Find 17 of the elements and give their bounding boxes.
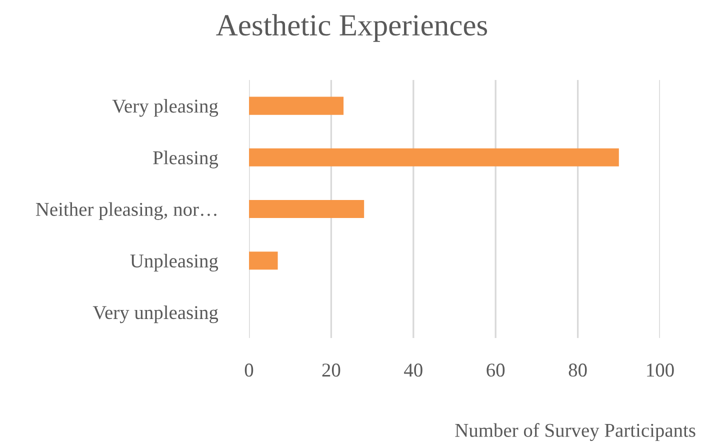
y-tick-label: Very unpleasing — [92, 305, 218, 324]
x-axis-title: Number of Survey Participants — [455, 423, 696, 441]
y-tick-label: Pleasing — [153, 150, 218, 168]
bar — [249, 148, 619, 166]
bar — [249, 252, 278, 270]
y-tick-label: Neither pleasing, nor… — [36, 202, 216, 220]
bar — [249, 96, 344, 115]
bar — [249, 200, 364, 218]
y-tick-label: Unpleasing — [130, 254, 218, 272]
x-tick-label: 20 — [322, 364, 340, 377]
x-tick-label: 100 — [647, 364, 674, 377]
x-tick-label: 60 — [486, 364, 505, 377]
x-tick-label: 40 — [404, 364, 422, 377]
x-tick-label: 80 — [568, 364, 587, 377]
x-tick-label: 0 — [244, 364, 254, 377]
chart-title: Aesthetic Experiences — [216, 14, 488, 42]
y-tick-label: Very pleasing — [112, 99, 218, 117]
